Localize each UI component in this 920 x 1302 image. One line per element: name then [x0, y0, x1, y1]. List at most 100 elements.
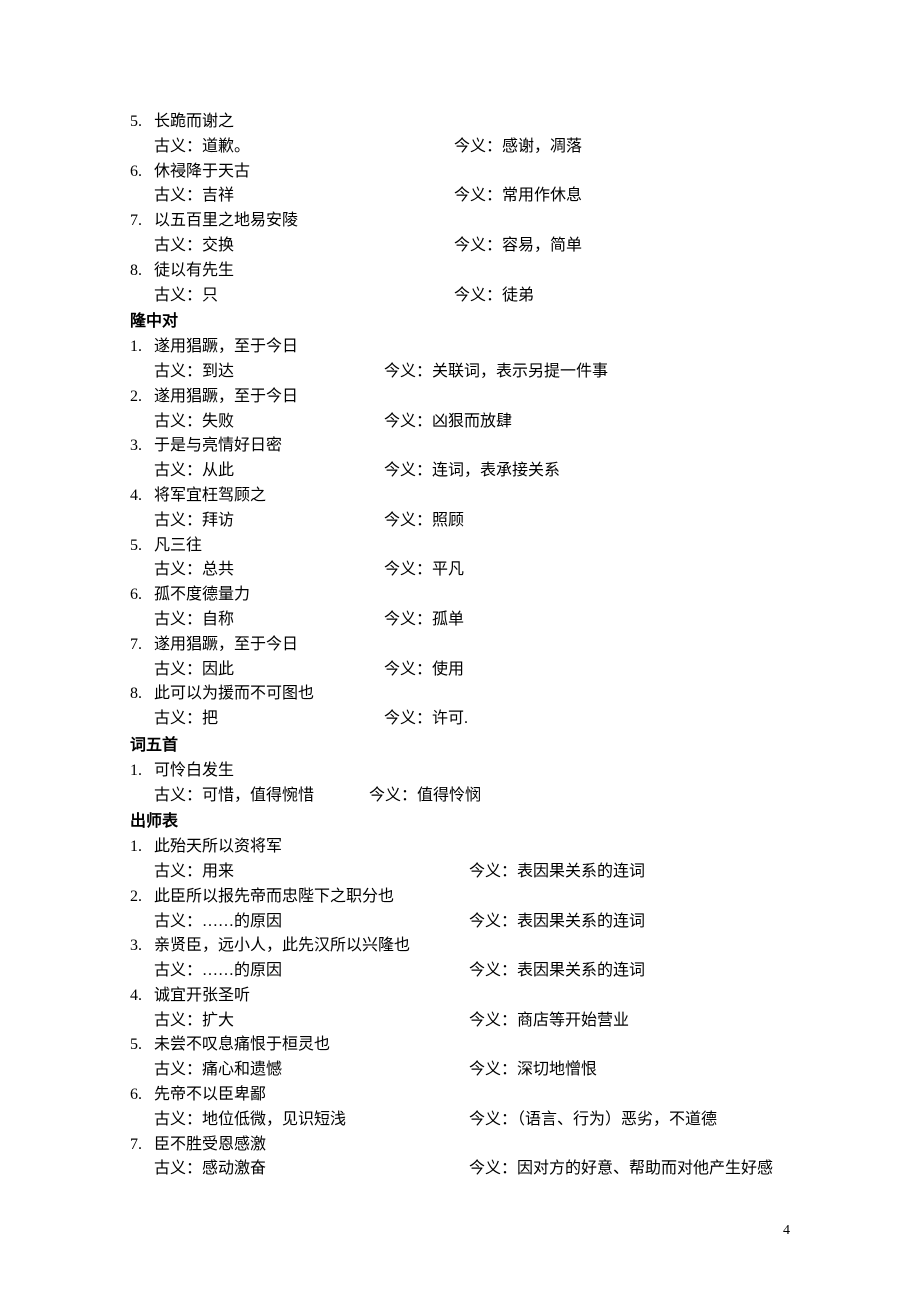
- section-title: 词五首: [130, 734, 790, 759]
- entry-phrase: 凡三往: [154, 534, 790, 559]
- entry-number: 6.: [130, 160, 154, 185]
- modern-meaning: 今义：深切地憎恨: [469, 1058, 597, 1083]
- definition-line: 古义：道歉。今义：感谢，凋落: [130, 135, 790, 160]
- entry: 7.遂用猖蹶，至于今日古义：因此今义：使用: [130, 633, 790, 683]
- definition-line: 古义：到达今义：关联词，表示另提一件事: [130, 360, 790, 385]
- phrase-line: 3.于是与亮情好日密: [130, 434, 790, 459]
- phrase-line: 1.遂用猖蹶，至于今日: [130, 335, 790, 360]
- definition-line: 古义：因此今义：使用: [130, 658, 790, 683]
- phrase-line: 1.此殆天所以资将军: [130, 835, 790, 860]
- ancient-meaning: 古义：把: [154, 707, 384, 732]
- modern-meaning: 今义：（语言、行为）恶劣，不道德: [469, 1108, 717, 1133]
- entry-phrase: 长跪而谢之: [154, 110, 790, 135]
- phrase-line: 6.孤不度德量力: [130, 583, 790, 608]
- phrase-line: 7.臣不胜受恩感激: [130, 1133, 790, 1158]
- entry: 4.诚宜开张圣听古义：扩大今义：商店等开始营业: [130, 984, 790, 1034]
- ancient-meaning: 古义：因此: [154, 658, 384, 683]
- section-title: 隆中对: [130, 310, 790, 335]
- entry-phrase: 此臣所以报先帝而忠陛下之职分也: [154, 885, 790, 910]
- entry: 4.将军宜枉驾顾之古义：拜访今义：照顾: [130, 484, 790, 534]
- entry-number: 6.: [130, 1083, 154, 1108]
- entry-phrase: 诚宜开张圣听: [154, 984, 790, 1009]
- definition-line: 古义：痛心和遗憾今义：深切地憎恨: [130, 1058, 790, 1083]
- entry: 8.此可以为援而不可图也古义：把今义：许可.: [130, 682, 790, 732]
- ancient-meaning: 古义：拜访: [154, 509, 384, 534]
- phrase-line: 6.先帝不以臣卑鄙: [130, 1083, 790, 1108]
- ancient-meaning: 古义：只: [154, 284, 454, 309]
- entry-number: 8.: [130, 259, 154, 284]
- entry: 8.徒以有先生古义：只今义：徒弟: [130, 259, 790, 309]
- entry-phrase: 此可以为援而不可图也: [154, 682, 790, 707]
- modern-meaning: 今义：感谢，凋落: [454, 135, 582, 160]
- definition-line: 古义：感动激奋今义：因对方的好意、帮助而对他产生好感: [130, 1157, 790, 1182]
- entry-number: 1.: [130, 835, 154, 860]
- definition-line: 古义：可惜，值得惋惜今义：值得怜悯: [130, 784, 790, 809]
- ancient-meaning: 古义：……的原因: [154, 959, 469, 984]
- entry-phrase: 遂用猖蹶，至于今日: [154, 385, 790, 410]
- definition-line: 古义：拜访今义：照顾: [130, 509, 790, 534]
- entry-number: 5.: [130, 1033, 154, 1058]
- entry-phrase: 臣不胜受恩感激: [154, 1133, 790, 1158]
- modern-meaning: 今义：表因果关系的连词: [469, 959, 645, 984]
- phrase-line: 5.未尝不叹息痛恨于桓灵也: [130, 1033, 790, 1058]
- ancient-meaning: 古义：道歉。: [154, 135, 454, 160]
- entry-number: 1.: [130, 759, 154, 784]
- modern-meaning: 今义：商店等开始营业: [469, 1009, 629, 1034]
- entry: 1.此殆天所以资将军古义：用来今义：表因果关系的连词: [130, 835, 790, 885]
- entry-phrase: 亲贤臣，远小人，此先汉所以兴隆也: [154, 934, 790, 959]
- ancient-meaning: 古义：失败: [154, 410, 384, 435]
- modern-meaning: 今义：值得怜悯: [369, 784, 481, 809]
- ancient-meaning: 古义：可惜，值得惋惜: [154, 784, 369, 809]
- entry-number: 2.: [130, 385, 154, 410]
- entry: 1.遂用猖蹶，至于今日古义：到达今义：关联词，表示另提一件事: [130, 335, 790, 385]
- phrase-line: 4.诚宜开张圣听: [130, 984, 790, 1009]
- page-number: 4: [783, 1220, 790, 1242]
- ancient-meaning: 古义：到达: [154, 360, 384, 385]
- definition-line: 古义：只今义：徒弟: [130, 284, 790, 309]
- entry: 5.未尝不叹息痛恨于桓灵也古义：痛心和遗憾今义：深切地憎恨: [130, 1033, 790, 1083]
- entry-phrase: 此殆天所以资将军: [154, 835, 790, 860]
- ancient-meaning: 古义：自称: [154, 608, 384, 633]
- entry-number: 6.: [130, 583, 154, 608]
- phrase-line: 1.可怜白发生: [130, 759, 790, 784]
- modern-meaning: 今义：表因果关系的连词: [469, 910, 645, 935]
- entry: 5.长跪而谢之古义：道歉。今义：感谢，凋落: [130, 110, 790, 160]
- entry-number: 8.: [130, 682, 154, 707]
- entry-number: 4.: [130, 984, 154, 1009]
- entry-phrase: 孤不度德量力: [154, 583, 790, 608]
- modern-meaning: 今义：关联词，表示另提一件事: [384, 360, 608, 385]
- phrase-line: 4.将军宜枉驾顾之: [130, 484, 790, 509]
- entry: 6.休祲降于天古古义：吉祥今义：常用作休息: [130, 160, 790, 210]
- entry-phrase: 徒以有先生: [154, 259, 790, 284]
- definition-line: 古义：扩大今义：商店等开始营业: [130, 1009, 790, 1034]
- entry: 3.亲贤臣，远小人，此先汉所以兴隆也古义：……的原因今义：表因果关系的连词: [130, 934, 790, 984]
- ancient-meaning: 古义：交换: [154, 234, 454, 259]
- entry-number: 5.: [130, 110, 154, 135]
- definition-line: 古义：从此今义：连词，表承接关系: [130, 459, 790, 484]
- entry-phrase: 以五百里之地易安陵: [154, 209, 790, 234]
- definition-line: 古义：失败今义：凶狠而放肆: [130, 410, 790, 435]
- ancient-meaning: 古义：用来: [154, 860, 469, 885]
- entry: 7.以五百里之地易安陵古义：交换今义：容易，简单: [130, 209, 790, 259]
- entry-number: 7.: [130, 633, 154, 658]
- ancient-meaning: 古义：……的原因: [154, 910, 469, 935]
- modern-meaning: 今义：许可.: [384, 707, 468, 732]
- phrase-line: 7.以五百里之地易安陵: [130, 209, 790, 234]
- entry-number: 3.: [130, 934, 154, 959]
- phrase-line: 5.凡三往: [130, 534, 790, 559]
- modern-meaning: 今义：凶狠而放肆: [384, 410, 512, 435]
- phrase-line: 3.亲贤臣，远小人，此先汉所以兴隆也: [130, 934, 790, 959]
- entry-phrase: 休祲降于天古: [154, 160, 790, 185]
- entry: 6.先帝不以臣卑鄙古义：地位低微，见识短浅今义：（语言、行为）恶劣，不道德: [130, 1083, 790, 1133]
- entry-number: 4.: [130, 484, 154, 509]
- entry: 2.此臣所以报先帝而忠陛下之职分也古义：……的原因今义：表因果关系的连词: [130, 885, 790, 935]
- ancient-meaning: 古义：总共: [154, 558, 384, 583]
- entry: 2.遂用猖蹶，至于今日古义：失败今义：凶狠而放肆: [130, 385, 790, 435]
- definition-line: 古义：地位低微，见识短浅今义：（语言、行为）恶劣，不道德: [130, 1108, 790, 1133]
- entry-number: 7.: [130, 1133, 154, 1158]
- definition-line: 古义：……的原因今义：表因果关系的连词: [130, 959, 790, 984]
- phrase-line: 2.此臣所以报先帝而忠陛下之职分也: [130, 885, 790, 910]
- page-content: 5.长跪而谢之古义：道歉。今义：感谢，凋落6.休祲降于天古古义：吉祥今义：常用作…: [0, 0, 920, 1232]
- phrase-line: 8.徒以有先生: [130, 259, 790, 284]
- phrase-line: 8.此可以为援而不可图也: [130, 682, 790, 707]
